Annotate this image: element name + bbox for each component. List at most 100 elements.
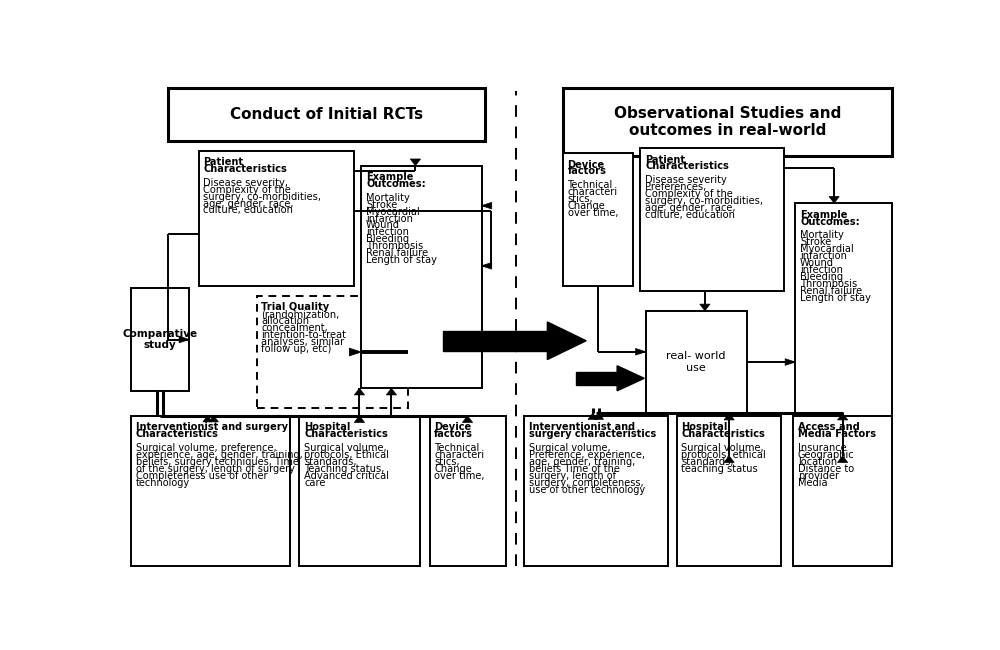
Text: factors: factors (568, 166, 607, 177)
Text: Wound: Wound (800, 258, 834, 268)
Text: Characteristics: Characteristics (681, 429, 765, 439)
Text: Characteristics: Characteristics (136, 429, 219, 439)
Text: Characteristics: Characteristics (203, 164, 287, 174)
Text: infarction: infarction (366, 214, 413, 224)
Text: teaching status: teaching status (681, 464, 758, 474)
Text: surgery, length of: surgery, length of (529, 471, 616, 481)
Bar (576, 372, 617, 385)
Text: Distance to: Distance to (798, 464, 854, 474)
Text: Disease severity: Disease severity (645, 176, 727, 185)
Text: Interventionist and: Interventionist and (529, 422, 635, 432)
Text: Hospital: Hospital (681, 422, 728, 432)
Bar (257, 296, 408, 408)
Text: protocols, ethical: protocols, ethical (681, 450, 766, 460)
Text: Insurance: Insurance (798, 443, 846, 453)
Text: Example: Example (366, 172, 413, 182)
Text: protocols, Ethical: protocols, Ethical (304, 450, 389, 460)
Text: Conduct of Initial RCTs: Conduct of Initial RCTs (230, 107, 423, 122)
Text: Geographic: Geographic (798, 450, 854, 460)
Text: technology: technology (136, 478, 190, 488)
Text: standards,: standards, (304, 457, 357, 467)
Text: Trial Quality: Trial Quality (261, 302, 330, 312)
Text: Media: Media (798, 478, 827, 488)
Text: Device: Device (568, 160, 605, 170)
Text: Preferences,: Preferences, (645, 182, 706, 192)
Text: Myocardial: Myocardial (800, 244, 854, 254)
Bar (793, 416, 892, 566)
Bar (361, 166, 482, 388)
Text: Technical: Technical (568, 180, 613, 190)
Text: surgery characteristics: surgery characteristics (529, 429, 656, 439)
Bar (640, 148, 784, 291)
Text: infection: infection (366, 227, 409, 237)
Bar (524, 416, 668, 566)
Text: Observational Studies and
outcomes in real-world: Observational Studies and outcomes in re… (614, 105, 841, 138)
Polygon shape (354, 388, 365, 395)
Text: factors: factors (434, 429, 473, 439)
Text: Hospital: Hospital (304, 422, 350, 432)
Text: intention-to-treat: intention-to-treat (261, 330, 346, 340)
Text: Bleeding: Bleeding (366, 234, 409, 244)
Text: surgery, co-morbidities,: surgery, co-morbidities, (203, 192, 321, 202)
Text: over time,: over time, (434, 471, 485, 481)
Text: Surgical volume,: Surgical volume, (681, 443, 764, 453)
Polygon shape (482, 263, 492, 269)
Text: infection: infection (800, 265, 843, 275)
Polygon shape (179, 336, 189, 343)
Text: of the surgery, length of surgery: of the surgery, length of surgery (136, 464, 295, 474)
Text: surgery, co-morbidities,: surgery, co-morbidities, (645, 196, 763, 206)
Polygon shape (354, 416, 365, 422)
Bar (795, 203, 892, 456)
Text: age, gender, training,: age, gender, training, (529, 457, 635, 467)
Polygon shape (838, 456, 848, 463)
Text: characteri: characteri (434, 450, 484, 460)
Bar (168, 88, 485, 140)
Text: Myocardial: Myocardial (366, 207, 420, 216)
Text: Interventionist and surgery: Interventionist and surgery (136, 422, 288, 432)
Bar (299, 416, 420, 566)
Text: Bleeding: Bleeding (800, 272, 843, 282)
Polygon shape (785, 359, 795, 365)
Polygon shape (547, 322, 586, 359)
Polygon shape (209, 416, 218, 422)
Text: Thrombosis: Thrombosis (800, 279, 857, 289)
Polygon shape (829, 196, 839, 203)
Polygon shape (462, 416, 473, 422)
Text: Mortality: Mortality (366, 193, 410, 203)
Text: infarction: infarction (800, 251, 847, 261)
Bar (199, 151, 354, 286)
Text: Thrombosis: Thrombosis (366, 241, 423, 251)
Text: Length of stay: Length of stay (366, 255, 437, 265)
Text: Change: Change (434, 464, 472, 474)
Text: Patient: Patient (645, 155, 685, 164)
Text: Outcomes:: Outcomes: (366, 179, 426, 189)
Text: Renal failure: Renal failure (366, 248, 428, 258)
Text: over time,: over time, (568, 208, 618, 218)
Polygon shape (700, 304, 710, 311)
Text: Preference, experience,: Preference, experience, (529, 450, 645, 460)
Text: Change: Change (568, 201, 605, 211)
Text: Comparative
study: Comparative study (123, 329, 198, 350)
Text: Technical: Technical (434, 443, 479, 453)
Text: Outcomes:: Outcomes: (800, 216, 860, 227)
Text: Patient: Patient (203, 157, 243, 167)
Text: Characteristics: Characteristics (645, 161, 729, 172)
Text: stics,: stics, (568, 194, 593, 204)
Bar (646, 311, 747, 413)
Text: culture, education: culture, education (203, 205, 293, 215)
Text: Surgical volume,: Surgical volume, (529, 443, 610, 453)
Bar (131, 288, 189, 391)
Text: Complexity of the: Complexity of the (645, 189, 733, 199)
Text: follow up, etc): follow up, etc) (261, 344, 332, 354)
Text: Completeness use of other: Completeness use of other (136, 471, 267, 481)
Text: Media Factors: Media Factors (798, 429, 876, 439)
Text: concealment,: concealment, (261, 323, 328, 333)
Polygon shape (349, 348, 361, 356)
Text: characteri: characteri (568, 187, 618, 197)
Bar (563, 153, 633, 286)
Text: analyses, similar: analyses, similar (261, 337, 345, 346)
Text: provider: provider (798, 471, 839, 481)
Text: Advanced critical: Advanced critical (304, 471, 389, 481)
Polygon shape (203, 416, 212, 422)
Text: (randomization,: (randomization, (261, 309, 340, 319)
